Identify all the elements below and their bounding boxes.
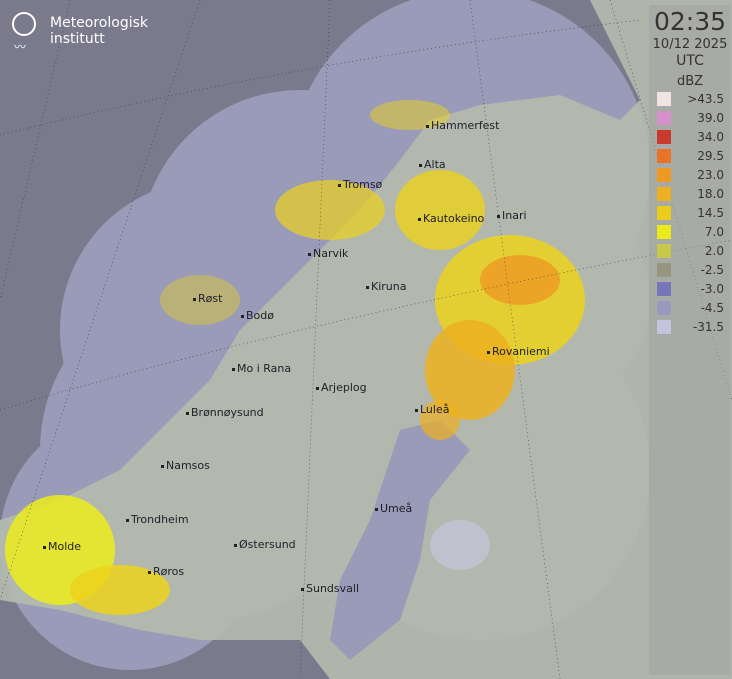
city-label: Trondheim (126, 514, 189, 526)
legend-value: -31.5 (692, 319, 724, 334)
legend-swatch (657, 186, 671, 201)
logo-wave-icon: 〰 (14, 40, 27, 54)
legend-unit: dBZ (676, 74, 704, 89)
city-label: Rovaniemi (487, 346, 550, 358)
logo-line2: institutt (50, 31, 105, 47)
city-label: Umeå (375, 503, 412, 515)
city-label: Bodø (241, 310, 274, 322)
legend-panel: 02:35 10/12 2025 UTC dBZ >43.5 39.0 34.0 29… (649, 5, 731, 675)
legend-value: -2.5 (700, 262, 724, 277)
city-label: Hammerfest (426, 120, 499, 132)
legend-swatch (657, 167, 671, 182)
legend-value: -4.5 (700, 300, 724, 315)
legend-swatch (657, 205, 671, 220)
city-label: Østersund (234, 539, 296, 551)
legend-swatch (657, 129, 671, 144)
legend-value: >43.5 (687, 91, 724, 106)
legend-item: 2.0 (649, 241, 731, 260)
legend-item: -2.5 (649, 260, 731, 279)
city-label: Inari (497, 210, 527, 222)
legend-swatch (657, 91, 671, 106)
legend-swatch (657, 243, 671, 258)
timezone-label: UTC (676, 53, 704, 69)
legend-swatch (657, 110, 671, 125)
legend-value: 34.0 (697, 129, 724, 144)
city-label: Kiruna (366, 281, 406, 293)
legend-item: 23.0 (649, 165, 731, 184)
city-label: Kautokeino (418, 213, 484, 225)
legend-value: 7.0 (704, 224, 724, 239)
city-label: Røst (193, 293, 222, 305)
legend-value: 2.0 (704, 243, 724, 258)
legend-swatch (657, 281, 671, 296)
legend-swatch (657, 148, 671, 163)
city-label: Alta (419, 159, 446, 171)
legend-value: -3.0 (700, 281, 724, 296)
legend-swatch (657, 224, 671, 239)
legend-item: 7.0 (649, 222, 731, 241)
city-label: Brønnøysund (186, 407, 264, 419)
legend-value: 23.0 (697, 167, 724, 182)
legend-item: 14.5 (649, 203, 731, 222)
legend-item: 39.0 (649, 108, 731, 127)
legend-item: -3.0 (649, 279, 731, 298)
legend-item: 34.0 (649, 127, 731, 146)
city-label: Molde (43, 541, 81, 553)
city-label: Sundsvall (301, 583, 359, 595)
city-label: Narvik (308, 248, 348, 260)
date-label: 10/12 2025 (652, 37, 728, 52)
legend-value: 14.5 (697, 205, 724, 220)
legend-item: 18.0 (649, 184, 731, 203)
gulf-of-bothnia (330, 420, 470, 660)
legend-item: >43.5 (649, 89, 731, 108)
legend-value: 29.5 (697, 148, 724, 163)
legend-item: 29.5 (649, 146, 731, 165)
logo-line1: Meteorologisk (50, 15, 149, 31)
legend-value: 39.0 (697, 110, 724, 125)
legend-item: -4.5 (649, 298, 731, 317)
city-label: Mo i Rana (232, 363, 291, 375)
city-label: Luleå (415, 404, 449, 416)
legend-item: -31.5 (649, 317, 731, 336)
city-label: Namsos (161, 460, 210, 472)
legend-value: 18.0 (697, 186, 724, 201)
time-label: 02:35 (653, 7, 727, 36)
legend-swatch (657, 319, 671, 334)
legend-swatch (657, 262, 671, 277)
logo-circle-icon (12, 12, 36, 36)
city-label: Tromsø (338, 179, 382, 191)
legend-swatch (657, 300, 671, 315)
city-label: Arjeplog (316, 382, 367, 394)
city-label: Røros (148, 566, 184, 578)
